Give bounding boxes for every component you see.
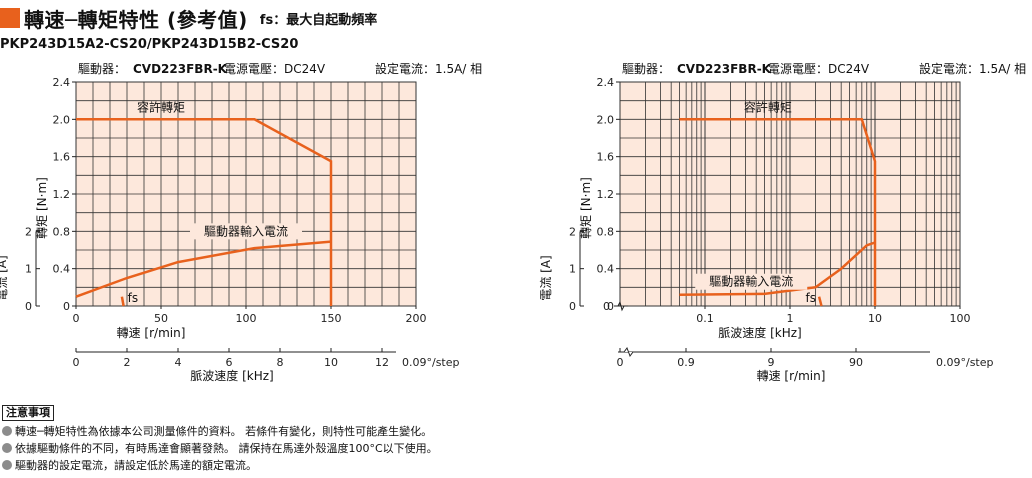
- x-tick-label: 200: [406, 312, 427, 325]
- x2-axis-label: 脈波速度 [kHz]: [190, 368, 273, 383]
- condition-driver-label: 驅動器：: [78, 62, 126, 76]
- x-axis-label: 轉速 [r/min]: [117, 326, 186, 340]
- current-label-bg: [695, 273, 808, 290]
- torque-label: 容許轉矩: [137, 99, 185, 114]
- x2-tick-label: 90: [849, 356, 863, 369]
- x2-tick-label: 12: [375, 356, 389, 369]
- fs-marker: [817, 296, 823, 307]
- section-header: 轉速─轉矩特性 (參考值) fs：最大自起動頻率: [0, 5, 378, 32]
- notes-title: 注意事項: [2, 405, 54, 421]
- torque-curve: [679, 118, 877, 306]
- y-tick-label: 0.8: [597, 225, 615, 238]
- y-tick-label: 0: [607, 300, 614, 313]
- condition-driver-model: CVD223FBR-K: [133, 62, 228, 76]
- axis-break-icon: [618, 346, 639, 358]
- y-tick-label: 1.2: [597, 188, 615, 201]
- x2-tick-label: 8: [277, 356, 284, 369]
- condition-voltage: 電源電壓：DC24V: [768, 62, 870, 76]
- fs-label: fs: [806, 291, 816, 305]
- x2-tick-label: 0: [73, 356, 80, 369]
- y2-tick-label: 2: [569, 225, 576, 238]
- y-tick-label: 2.4: [53, 76, 71, 89]
- x-tick-label: 0: [73, 312, 80, 325]
- fs-label: fs: [128, 291, 138, 305]
- y-tick-label: 0: [63, 300, 70, 313]
- x2-unit-label: 0.09°/step: [936, 356, 994, 369]
- page-subtitle: fs：最大自起動頻率: [259, 12, 378, 28]
- x2-tick-label: 2: [124, 356, 131, 369]
- x2-axis-label: 轉速 [r/min]: [757, 369, 826, 383]
- note-text: 轉速─轉矩特性為依據本公司測量條件的資料。 若條件有變化，則特性可能產生變化。: [15, 425, 433, 438]
- note-text: 依據驅動條件的不同，有時馬達會顯著發熱。 請保持在馬達外殼溫度100°C以下使用…: [15, 442, 438, 455]
- y2-tick-label: 0: [25, 300, 32, 313]
- x2-tick-label: 10: [324, 356, 338, 369]
- y-tick-label: 1.6: [597, 151, 615, 164]
- bullet-icon: [2, 460, 12, 470]
- x-tick-label: 100: [950, 312, 971, 325]
- y2-tick-label: 1: [569, 263, 576, 276]
- chart-log: 0 0.4 0.8 1.2 1.6 2.0 2.4 0 1 2 轉矩 [N·m] 電流 [A] 0.1 1…: [539, 61, 1026, 383]
- bullet-icon: [2, 443, 12, 453]
- y-tick-label: 0.4: [53, 263, 71, 276]
- x2-tick-label: 9: [768, 356, 775, 369]
- x-tick-label: 1: [787, 312, 794, 325]
- axis-break-icon: [614, 300, 628, 312]
- y2-axis-label: 電流 [A]: [0, 255, 9, 300]
- y-tick-label: 2.0: [597, 113, 615, 126]
- y2-tick-label: 1: [25, 263, 32, 276]
- condition-current: 設定電流：1.5A/ 相: [375, 61, 482, 76]
- y-axis-label: 轉矩 [N·m]: [579, 177, 593, 239]
- y-tick-label: 1.6: [53, 151, 71, 164]
- y-tick-label: 2.4: [597, 76, 615, 89]
- condition-voltage: 電源電壓：DC24V: [224, 62, 326, 76]
- condition-driver-model: CVD223FBR-K: [677, 62, 772, 76]
- y-tick-label: 2.0: [53, 113, 71, 126]
- note-text: 驅動器的設定電流，請設定低於馬達的額定電流。: [15, 459, 257, 472]
- condition-driver-label: 驅動器：: [622, 62, 670, 76]
- note-item: 驅動器的設定電流，請設定低於馬達的額定電流。: [2, 457, 438, 474]
- y2-tick-label: 2: [25, 225, 32, 238]
- y-tick-label: 0.8: [53, 225, 71, 238]
- bullet-icon: [2, 426, 12, 436]
- x2-tick-label: 0.9: [677, 356, 695, 369]
- y-tick-label: 0.4: [597, 263, 615, 276]
- x-tick-label: 0.1: [696, 312, 714, 325]
- notes-section: 注意事項 轉速─轉矩特性為依據本公司測量條件的資料。 若條件有變化，則特性可能產…: [2, 404, 438, 474]
- x-tick-label: 100: [236, 312, 257, 325]
- model-number: PKP243D15A2-CS20/PKP243D15B2-CS20: [0, 37, 299, 52]
- note-item: 依據驅動條件的不同，有時馬達會顯著發熱。 請保持在馬達外殼溫度100°C以下使用…: [2, 440, 438, 457]
- torque-label: 容許轉矩: [744, 99, 792, 114]
- x2-tick-label: 6: [226, 356, 233, 369]
- x-axis-label: 脈波速度 [kHz]: [718, 325, 801, 340]
- orange-square-icon: [0, 8, 20, 28]
- note-item: 轉速─轉矩特性為依據本公司測量條件的資料。 若條件有變化，則特性可能產生變化。: [2, 423, 438, 440]
- current-label: 驅動器輸入電流: [709, 274, 793, 289]
- x2-unit-label: 0.09°/step: [402, 356, 460, 369]
- x2-tick-label: 4: [175, 356, 182, 369]
- y-axis-label: 轉矩 [N·m]: [35, 177, 49, 239]
- current-curve: [75, 240, 332, 298]
- fs-marker: [120, 296, 125, 307]
- y2-axis-label: 電流 [A]: [539, 255, 553, 300]
- x-zero-label: 0: [603, 300, 610, 313]
- torque-curve: [76, 118, 333, 306]
- y2-tick-label: 0: [569, 300, 576, 313]
- current-label-bg: [190, 223, 302, 240]
- x2-tick-label: 0: [617, 356, 624, 369]
- page-title: 轉速─轉矩特性 (參考值): [24, 7, 248, 32]
- x-tick-label: 50: [154, 312, 168, 325]
- current-label: 驅動器輸入電流: [204, 223, 288, 238]
- condition-current: 設定電流：1.5A/ 相: [919, 61, 1026, 76]
- x-tick-label: 150: [321, 312, 342, 325]
- x-tick-label: 10: [868, 312, 882, 325]
- y-tick-label: 1.2: [53, 188, 71, 201]
- current-curve: [679, 241, 876, 297]
